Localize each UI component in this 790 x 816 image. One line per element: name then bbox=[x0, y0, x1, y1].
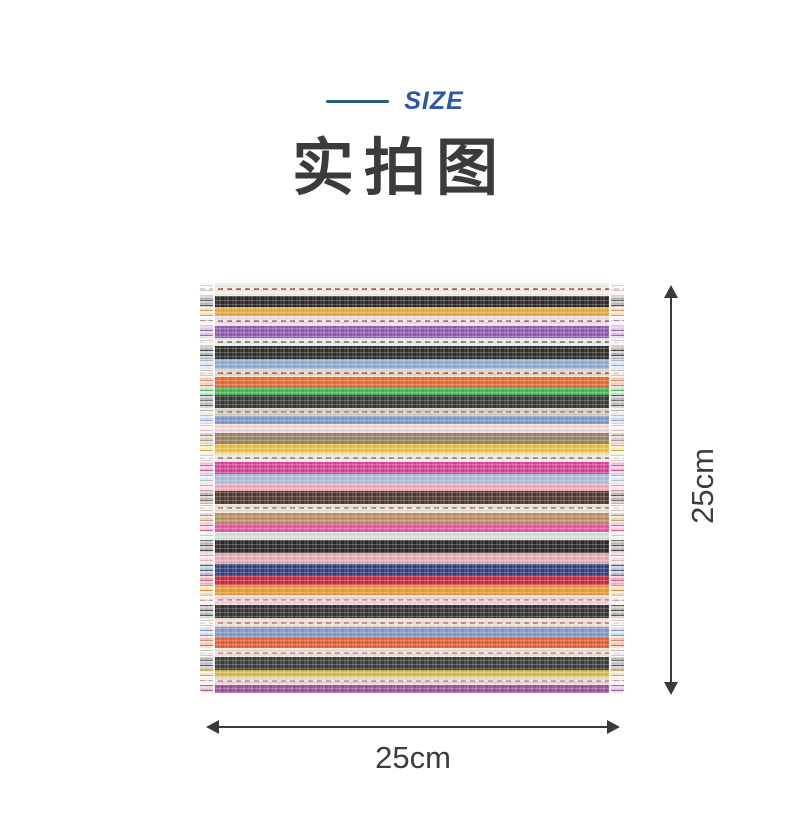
towel-stripe bbox=[200, 295, 624, 307]
towel-stripe bbox=[200, 552, 624, 564]
towel-stripe bbox=[200, 584, 624, 595]
towel-stripe bbox=[200, 677, 624, 686]
towel-stripe bbox=[200, 531, 624, 540]
height-dimension-label: 25cm bbox=[685, 448, 720, 524]
towel-stripe bbox=[200, 670, 624, 678]
page-title: 实拍图 bbox=[291, 134, 508, 203]
towel-stripe bbox=[200, 474, 624, 484]
towel-stripe bbox=[200, 325, 624, 338]
towel-stripe bbox=[200, 416, 624, 425]
towel-stripe bbox=[200, 563, 624, 575]
arrow-down-icon bbox=[664, 682, 678, 695]
towel-stripe bbox=[200, 512, 624, 523]
towel-stripe bbox=[200, 358, 624, 369]
towel-stripe bbox=[200, 433, 624, 445]
towel-photo bbox=[200, 283, 624, 693]
towel-stripe bbox=[200, 283, 624, 296]
towel-stripe bbox=[200, 453, 624, 463]
towel-stripe bbox=[200, 345, 624, 359]
width-dimension-line bbox=[217, 726, 609, 728]
towel-stripe bbox=[200, 574, 624, 585]
towel-stripe bbox=[200, 648, 624, 658]
towel-stripe bbox=[200, 503, 624, 513]
arrow-right-icon bbox=[607, 720, 620, 734]
towel-stripe bbox=[200, 315, 624, 326]
width-dimension-arrow bbox=[206, 719, 620, 735]
towel-stripe bbox=[200, 491, 624, 504]
size-header-label: SIZE bbox=[404, 87, 464, 115]
towel-stripe bbox=[200, 376, 624, 388]
width-dimension-label: 25cm bbox=[375, 740, 451, 775]
towel-stripes bbox=[200, 283, 624, 693]
towel-stripe bbox=[200, 444, 624, 454]
towel-stripe bbox=[200, 604, 624, 619]
towel-stripe bbox=[200, 594, 624, 605]
towel-stripe bbox=[200, 685, 624, 693]
towel-stripe bbox=[200, 483, 624, 492]
towel-stripe bbox=[200, 638, 624, 649]
arrow-up-icon bbox=[664, 285, 678, 298]
towel-stripe bbox=[200, 395, 624, 409]
height-dimension-line bbox=[670, 296, 672, 684]
size-header-line bbox=[326, 99, 390, 103]
towel-stripe bbox=[200, 424, 624, 434]
size-header: SIZE bbox=[0, 88, 790, 114]
towel-stripe bbox=[200, 306, 624, 316]
towel-stripe bbox=[200, 408, 624, 417]
towel-stripe bbox=[200, 368, 624, 377]
towel-stripe bbox=[200, 618, 624, 628]
towel-stripe bbox=[200, 337, 624, 346]
towel-stripe bbox=[200, 462, 624, 475]
towel-stripe bbox=[200, 522, 624, 532]
towel-stripe bbox=[200, 657, 624, 671]
towel-stripe bbox=[200, 539, 624, 553]
towel-stripe bbox=[200, 627, 624, 639]
arrow-left-icon bbox=[206, 720, 219, 734]
height-dimension-arrow bbox=[663, 285, 679, 695]
towel-stripe bbox=[200, 387, 624, 396]
